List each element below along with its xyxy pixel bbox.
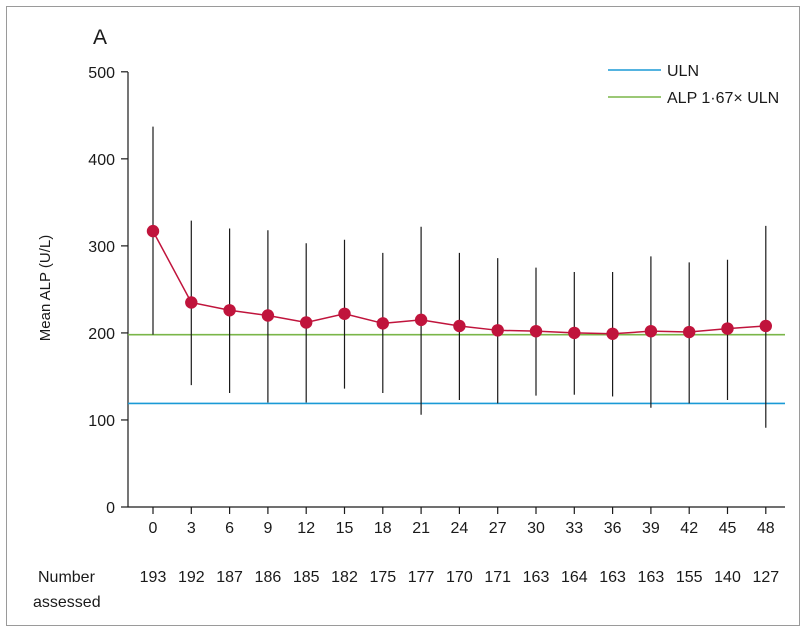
number-assessed-value: 163: [599, 569, 626, 586]
y-tick-label: 0: [106, 500, 115, 517]
data-point: [759, 319, 772, 333]
data-point: [414, 313, 428, 327]
number-assessed-value: 164: [561, 569, 588, 586]
data-point: [721, 322, 734, 335]
legend: ULN ALP 1·67× ULN: [608, 63, 779, 107]
x-tick-label: 15: [336, 520, 354, 537]
error-bars: [152, 126, 767, 428]
number-assessed-value: 170: [446, 569, 473, 586]
legend-label: ALP 1·67× ULN: [667, 90, 779, 107]
y-tick-label: 200: [88, 326, 115, 343]
number-assessed-value: 171: [484, 569, 511, 586]
data-point: [491, 324, 504, 337]
y-tick-label: 100: [88, 413, 115, 430]
x-tick-label: 33: [565, 520, 583, 537]
number-assessed-label-line2: assessed: [33, 594, 101, 611]
number-assessed-value: 140: [714, 569, 741, 586]
data-point: [146, 224, 160, 238]
x-tick-label: 21: [412, 520, 430, 537]
data-point: [568, 326, 581, 340]
number-assessed-label-line1: Number: [38, 569, 96, 586]
data-point: [300, 316, 313, 329]
x-ticks: 0 3 6 9 12 15 18 21 24 27 30 33 36 39 42 45 48: [149, 507, 775, 537]
data-point: [606, 327, 619, 340]
number-assessed-value: 186: [255, 569, 282, 586]
number-assessed-value: 155: [676, 569, 703, 586]
data-point: [683, 325, 696, 339]
y-axis-label: Mean ALP (U/L): [37, 235, 54, 341]
y-ticks: 0 100 200 300 400 500: [88, 65, 128, 517]
y-tick-label: 300: [88, 239, 115, 256]
x-tick-label: 27: [489, 520, 507, 537]
x-tick-label: 0: [149, 520, 158, 537]
reference-lines: [128, 333, 785, 405]
number-assessed-value: 127: [752, 569, 779, 586]
number-assessed-values: 193 192 187 186 185 182 175 177 170 171 163 164 163 1…: [140, 569, 780, 586]
number-assessed-value: 163: [523, 569, 550, 586]
x-tick-label: 39: [642, 520, 660, 537]
panel-label: A: [93, 26, 107, 49]
number-assessed-value: 187: [216, 569, 243, 586]
data-point: [376, 317, 389, 330]
data-point: [453, 319, 466, 333]
x-tick-label: 36: [604, 520, 622, 537]
x-tick-label: 24: [451, 520, 469, 537]
x-tick-label: 12: [297, 520, 315, 537]
x-tick-label: 18: [374, 520, 392, 537]
data-point: [338, 307, 351, 320]
data-points: [146, 224, 772, 340]
number-assessed-value: 177: [408, 569, 435, 586]
y-tick-label: 400: [88, 152, 115, 169]
number-assessed-value: 175: [369, 569, 396, 586]
x-tick-label: 45: [719, 520, 737, 537]
data-point: [185, 296, 198, 309]
number-assessed-value: 192: [178, 569, 205, 586]
x-tick-label: 42: [680, 520, 698, 537]
data-point: [223, 304, 236, 317]
number-assessed-value: 182: [331, 569, 358, 586]
figure-frame: [6, 6, 800, 626]
x-tick-label: 6: [225, 520, 234, 537]
x-tick-label: 9: [263, 520, 272, 537]
data-point: [644, 324, 658, 338]
legend-label: ULN: [667, 63, 699, 80]
number-assessed-value: 163: [638, 569, 665, 586]
number-assessed-value: 193: [140, 569, 167, 586]
x-tick-label: 48: [757, 520, 775, 537]
x-tick-label: 3: [187, 520, 196, 537]
number-assessed-value: 185: [293, 569, 320, 586]
data-point: [261, 309, 275, 322]
y-tick-label: 500: [88, 65, 115, 82]
data-point: [529, 324, 543, 338]
x-tick-label: 30: [527, 520, 545, 537]
